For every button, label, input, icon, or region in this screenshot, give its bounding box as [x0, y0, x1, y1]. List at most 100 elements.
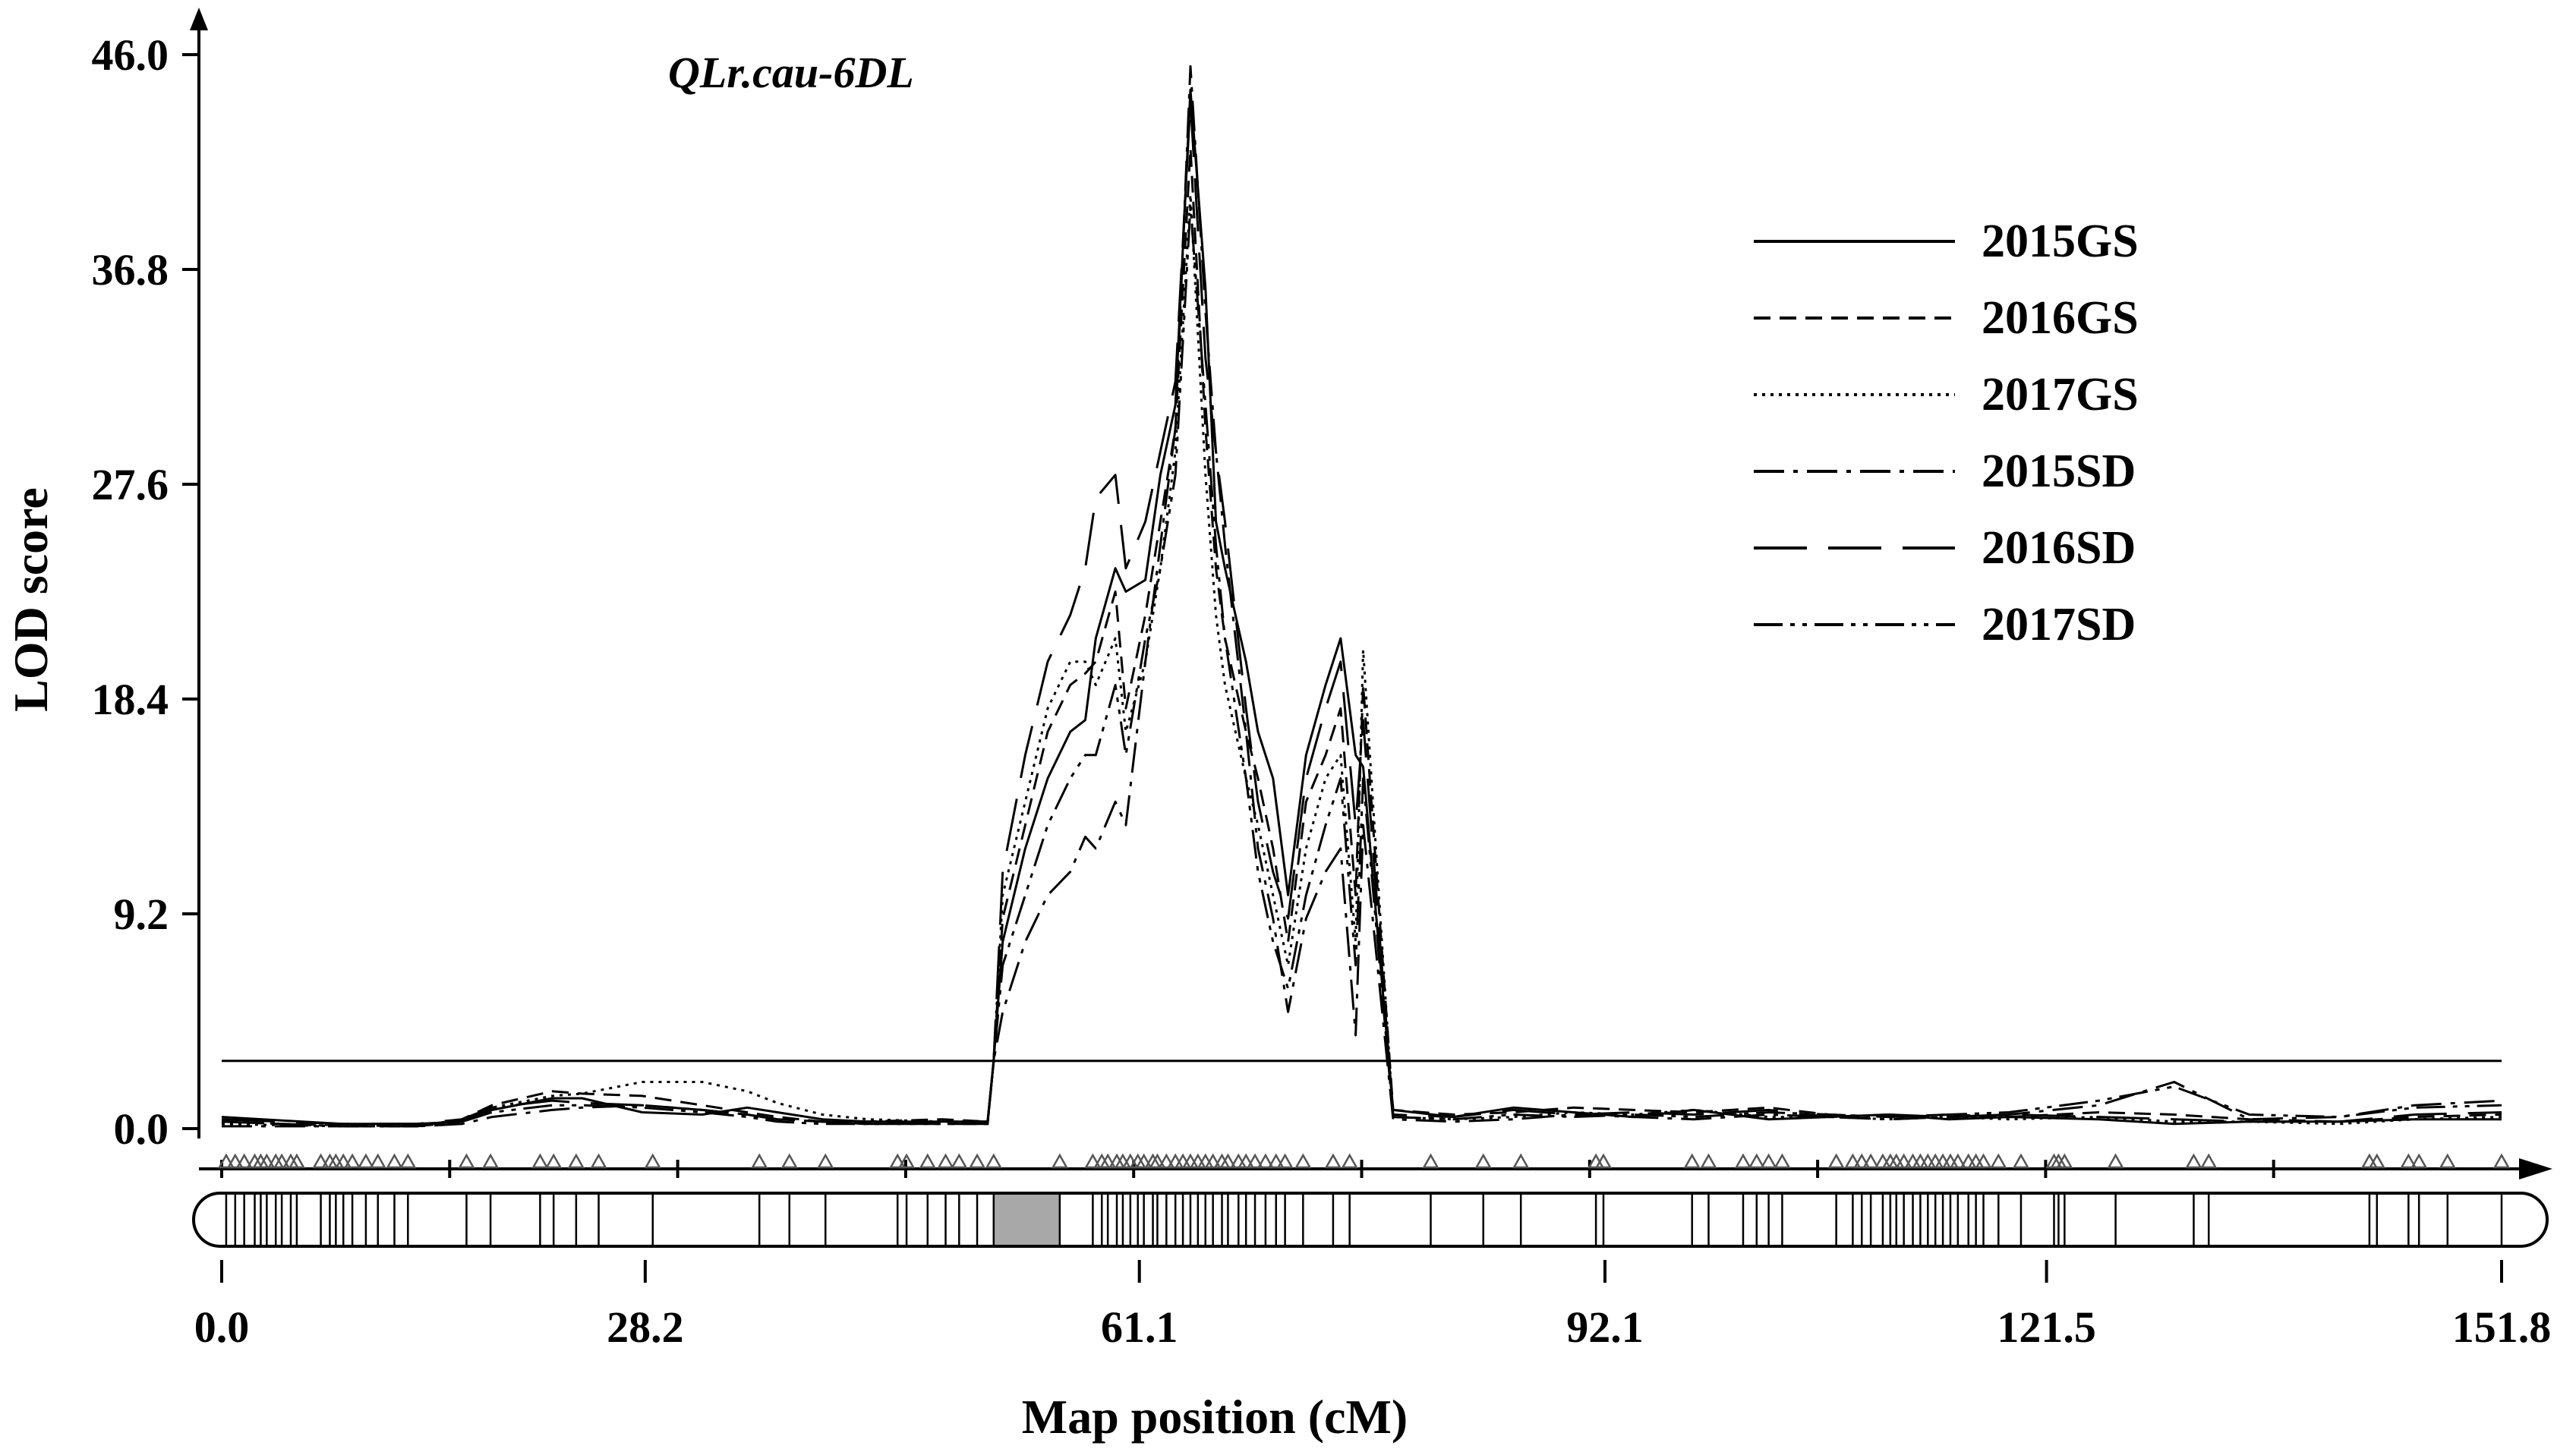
marker-triangle [1149, 1153, 1166, 1169]
marker-triangle [545, 1153, 563, 1169]
x-axis-arrow [2519, 1158, 2552, 1179]
marker-triangle [937, 1153, 954, 1169]
series-line-2017SD [221, 205, 2502, 1128]
marker-triangle [1084, 1153, 1102, 1169]
y-axis-arrow [190, 8, 208, 30]
marker-triangle [273, 1153, 291, 1169]
chart-title: QLr.cau-6DL [668, 48, 914, 97]
marker-triangle [531, 1153, 549, 1169]
legend-label: 2016SD [1982, 522, 2136, 574]
x-tick-label: 0.0 [194, 1302, 250, 1352]
marker-triangle [399, 1153, 417, 1169]
marker-triangle [951, 1153, 968, 1169]
marker-triangle [817, 1153, 834, 1169]
series-line-2016GS [221, 146, 2502, 1128]
marker-triangle [335, 1153, 352, 1169]
x-tick-label: 61.1 [1101, 1302, 1178, 1352]
marker-triangle [1246, 1153, 1264, 1169]
marker-triangle [226, 1153, 244, 1169]
marker-triangle [2200, 1153, 2218, 1169]
y-axis-title: LOD score [4, 487, 58, 712]
marker-triangle [1895, 1153, 1912, 1169]
y-tick-label: 36.8 [92, 245, 169, 294]
marker-triangle [1594, 1153, 1613, 1169]
marker-triangle [1512, 1153, 1530, 1169]
marker-triangle [985, 1153, 1002, 1169]
legend-label: 2015GS [1982, 216, 2139, 267]
marker-triangle [2400, 1153, 2417, 1169]
series-line-2016SD [221, 100, 2502, 1126]
x-tick-label: 28.2 [607, 1302, 684, 1352]
marker-triangle [288, 1153, 306, 1169]
marker-triangle [217, 1153, 235, 1169]
marker-triangle [2056, 1153, 2073, 1169]
marker-triangle [2185, 1153, 2202, 1169]
marker-triangle [919, 1153, 936, 1169]
y-tick-label: 9.2 [114, 890, 169, 939]
marker-triangle [590, 1153, 607, 1169]
marker-triangle [1051, 1153, 1069, 1169]
marker-triangle [258, 1153, 276, 1169]
marker-triangle [1324, 1153, 1342, 1169]
marker-triangle [369, 1153, 386, 1169]
marker-triangle [312, 1153, 329, 1169]
marker-triangle [357, 1153, 375, 1169]
series-line-2015GS [221, 88, 2502, 1126]
legend-label: 2015SD [1982, 446, 2136, 497]
marker-triangle [780, 1153, 798, 1169]
marker-triangle [481, 1153, 500, 1169]
marker-triangle [1975, 1153, 1992, 1169]
marker-triangle [1099, 1153, 1117, 1169]
marker-triangle [1748, 1153, 1765, 1169]
x-tick-label: 121.5 [1997, 1302, 2096, 1352]
marker-triangle [1267, 1153, 1285, 1169]
marker-triangle [2410, 1153, 2428, 1169]
chromosome-bar [192, 1192, 2549, 1248]
marker-triangle [2012, 1153, 2030, 1169]
marker-triangle [897, 1153, 916, 1169]
marker-triangle [2439, 1153, 2456, 1169]
marker-triangle [889, 1153, 906, 1169]
marker-triangle [1700, 1153, 1717, 1169]
x-tick-label: 92.1 [1566, 1302, 1644, 1352]
series-layer [221, 65, 2502, 1128]
marker-triangle [1341, 1153, 1358, 1169]
marker-triangle [1990, 1153, 2007, 1169]
marker-triangle [1862, 1153, 1880, 1169]
marker-triangle [2107, 1153, 2124, 1169]
marker-triangle [1276, 1153, 1294, 1169]
y-tick-label: 0.0 [114, 1104, 169, 1154]
marker-triangle [386, 1153, 403, 1169]
series-line-2017GS [221, 194, 2502, 1128]
marker-triangle [235, 1153, 253, 1169]
marker-triangle [644, 1153, 661, 1169]
marker-triangle [1219, 1153, 1237, 1169]
marker-triangle [1238, 1153, 1255, 1169]
marker-triangle [1683, 1153, 1701, 1169]
x-axis-title: Map position (cM) [1022, 1390, 1408, 1444]
marker-triangle [1422, 1153, 1439, 1169]
marker-triangle [968, 1153, 986, 1169]
y-tick-label: 18.4 [92, 675, 169, 724]
marker-triangle [1853, 1153, 1871, 1169]
marker-triangle [1474, 1153, 1492, 1169]
x-axis: 0.0 28.2 61.1 92.1 121.5 151.8 [194, 1153, 2552, 1352]
marker-triangle [343, 1153, 361, 1169]
y-tick-label: 46.0 [92, 30, 169, 80]
marker-triangle [1760, 1153, 1777, 1169]
marker-triangle [1158, 1153, 1175, 1169]
marker-triangle [2368, 1153, 2385, 1169]
marker-triangle [1844, 1153, 1862, 1169]
marker-triangle [458, 1153, 475, 1169]
marker-triangle [1774, 1153, 1791, 1169]
series-line-2015SD [222, 65, 2502, 1128]
marker-triangle [1949, 1153, 1967, 1169]
legend-label: 2017SD [1982, 599, 2136, 650]
marker-triangle [1135, 1153, 1152, 1169]
legend-label: 2017GS [1982, 369, 2139, 420]
marker-triangle [1204, 1153, 1222, 1169]
y-axis: 0.0 9.2 18.4 27.6 36.8 46.0 [92, 8, 208, 1154]
marker-triangle [567, 1153, 585, 1169]
legend: 2015GS 2016GS 2017GS 2015SD 2016SD 2017SD [1754, 216, 2139, 650]
